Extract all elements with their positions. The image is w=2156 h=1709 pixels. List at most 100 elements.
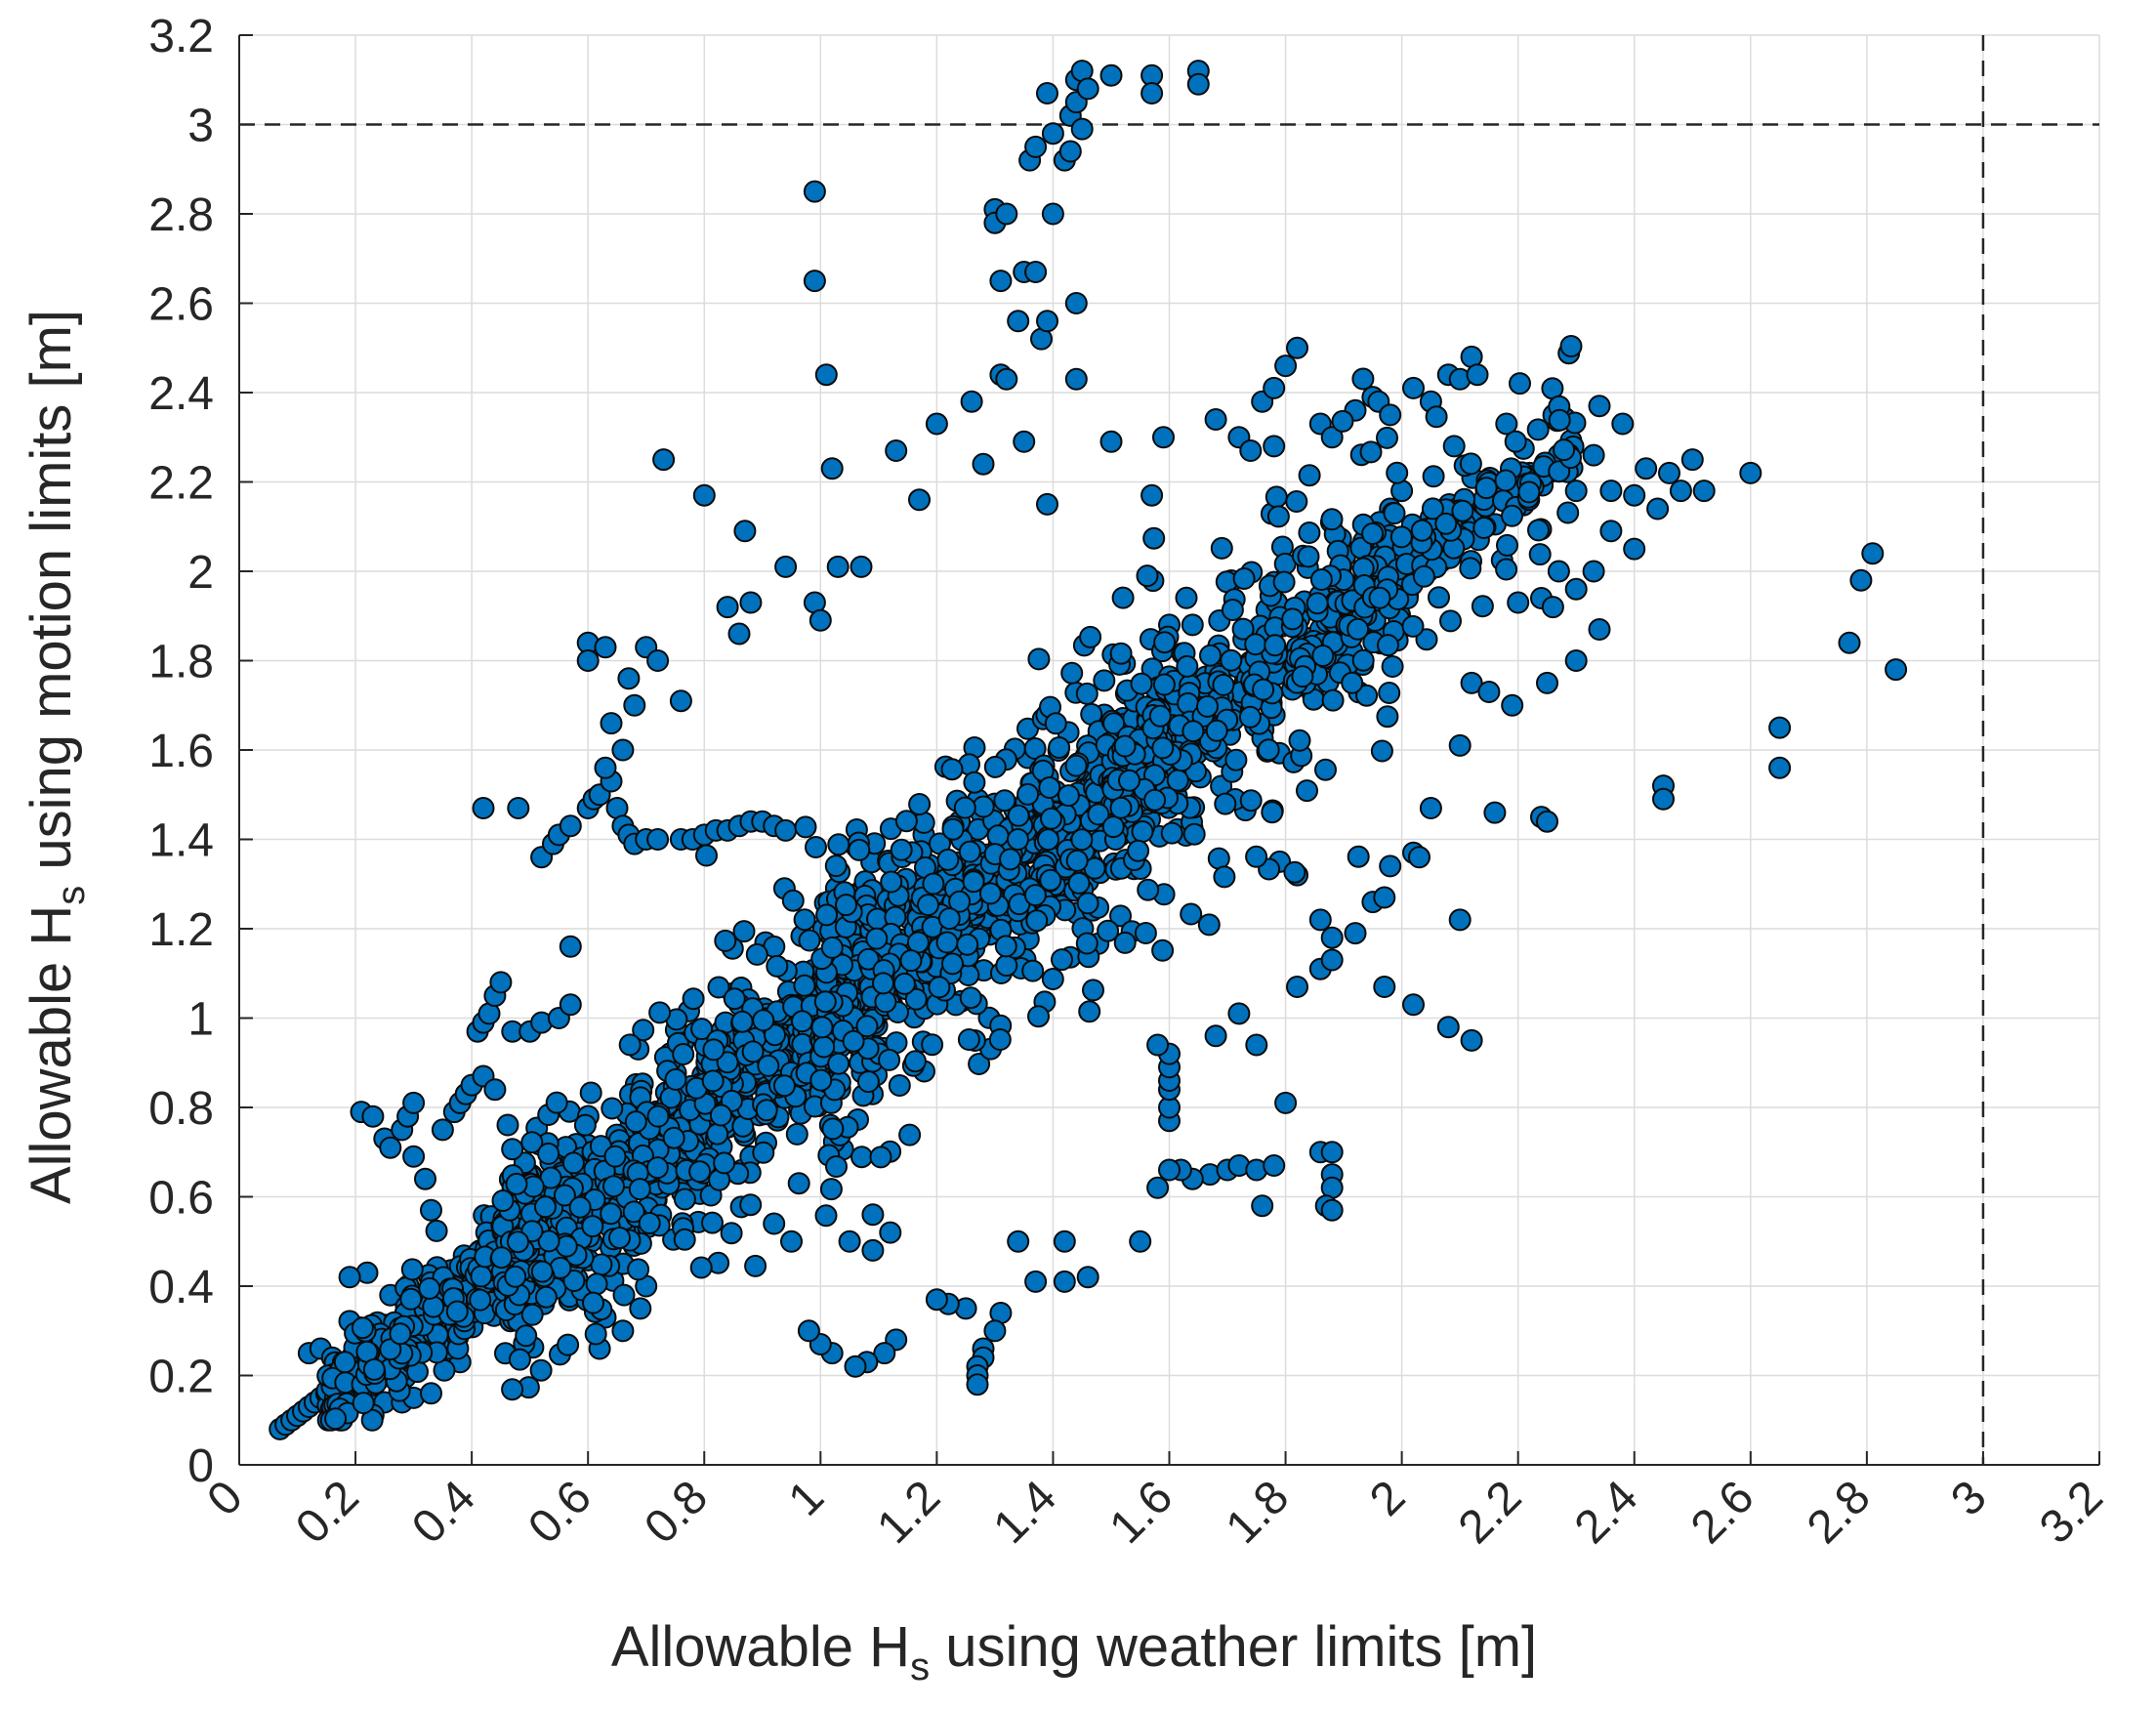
data-point	[785, 1122, 808, 1146]
data-point	[1037, 828, 1059, 852]
data-point	[402, 1145, 426, 1168]
data-point	[1109, 642, 1133, 665]
data-point	[402, 1091, 426, 1114]
data-point	[628, 1178, 651, 1201]
data-point	[617, 667, 641, 690]
data-point	[1160, 821, 1183, 845]
data-point	[1214, 792, 1237, 815]
data-point	[530, 1260, 554, 1283]
data-point	[948, 890, 972, 913]
data-point	[1320, 508, 1344, 531]
data-point	[1541, 596, 1564, 619]
data-point	[1076, 77, 1099, 101]
data-point	[1474, 477, 1498, 500]
y-tick-label: 2.4	[148, 368, 214, 420]
data-point	[999, 848, 1022, 871]
data-point	[1111, 586, 1135, 609]
data-point	[1378, 682, 1401, 704]
data-point	[1582, 560, 1605, 583]
x-tick-label: 3.2	[2030, 1471, 2113, 1554]
data-point	[1306, 592, 1329, 615]
data-point	[338, 1266, 361, 1289]
data-point	[1239, 439, 1263, 462]
data-point	[469, 1288, 492, 1312]
y-tick-label: 0.4	[148, 1262, 214, 1313]
data-point	[922, 872, 945, 896]
data-point	[1007, 828, 1029, 851]
data-point	[537, 1230, 560, 1253]
data-point	[937, 907, 961, 931]
data-point	[1496, 533, 1518, 557]
data-point	[716, 596, 739, 619]
data-point	[1044, 712, 1067, 735]
data-point	[1151, 736, 1175, 760]
data-point	[501, 1378, 524, 1401]
data-point	[850, 555, 873, 578]
data-point	[855, 1015, 879, 1038]
data-point	[1148, 704, 1172, 728]
data-point	[559, 993, 582, 1017]
x-tick-label: 1.6	[1100, 1471, 1183, 1554]
data-point	[988, 1028, 1012, 1051]
data-point	[537, 1142, 560, 1165]
data-point	[1344, 922, 1367, 945]
data-point	[1146, 1033, 1170, 1057]
data-point	[534, 1195, 557, 1219]
data-point	[1588, 395, 1611, 418]
data-point	[557, 1333, 580, 1356]
data-point	[1635, 457, 1658, 480]
data-point	[1263, 435, 1286, 458]
data-point	[1199, 644, 1222, 667]
data-point	[1623, 483, 1646, 507]
data-point	[568, 1195, 592, 1219]
data-point	[507, 797, 530, 819]
data-point	[941, 952, 964, 976]
data-point	[1564, 649, 1588, 672]
data-point	[1227, 1002, 1251, 1025]
data-point	[1036, 82, 1058, 104]
data-point	[813, 990, 837, 1014]
data-point	[1459, 452, 1482, 476]
data-point	[856, 947, 880, 971]
y-tick-label: 2.2	[148, 458, 214, 510]
data-point	[579, 1081, 602, 1105]
data-point	[590, 1253, 613, 1276]
data-point	[1379, 854, 1402, 878]
x-tick-label: 3	[1941, 1471, 1996, 1525]
data-point	[534, 1285, 558, 1309]
data-point	[1419, 797, 1442, 819]
data-point	[752, 1009, 775, 1032]
data-point	[1266, 505, 1290, 528]
data-point	[1152, 673, 1176, 696]
data-point	[1501, 504, 1523, 527]
data-point	[872, 972, 894, 995]
data-point	[603, 1145, 627, 1168]
data-point	[1036, 492, 1058, 516]
data-point	[757, 1054, 780, 1077]
data-point	[1263, 1154, 1286, 1177]
data-point	[1373, 976, 1396, 998]
data-point	[1320, 1141, 1344, 1164]
data-point	[553, 1184, 576, 1207]
data-point	[904, 987, 928, 1011]
data-point	[953, 796, 976, 819]
data-point	[559, 814, 582, 838]
data-point	[1495, 412, 1518, 436]
data-point	[648, 1001, 672, 1024]
data-point	[850, 1146, 873, 1169]
data-point	[1082, 979, 1104, 1002]
x-tick-label: 2.8	[1798, 1471, 1881, 1554]
data-point	[1377, 634, 1399, 657]
data-point	[744, 1254, 767, 1277]
data-point	[1127, 839, 1150, 862]
data-point	[815, 903, 839, 927]
data-point	[1434, 512, 1458, 535]
data-point	[733, 520, 757, 543]
data-point	[826, 555, 850, 578]
data-points	[269, 60, 1908, 1440]
data-point	[1060, 661, 1084, 685]
data-point	[581, 1215, 604, 1238]
data-point	[899, 949, 923, 973]
data-point	[690, 1018, 714, 1041]
data-point	[1288, 729, 1311, 752]
